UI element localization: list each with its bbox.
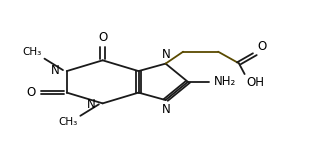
Text: O: O bbox=[257, 40, 267, 53]
Text: CH₃: CH₃ bbox=[58, 117, 77, 127]
Text: O: O bbox=[98, 31, 107, 44]
Text: NH₂: NH₂ bbox=[213, 75, 236, 88]
Text: N: N bbox=[87, 98, 96, 111]
Text: N: N bbox=[162, 103, 171, 116]
Text: O: O bbox=[26, 86, 36, 99]
Text: N: N bbox=[51, 64, 60, 77]
Text: OH: OH bbox=[246, 76, 264, 89]
Text: N: N bbox=[162, 48, 171, 61]
Text: CH₃: CH₃ bbox=[22, 47, 41, 57]
